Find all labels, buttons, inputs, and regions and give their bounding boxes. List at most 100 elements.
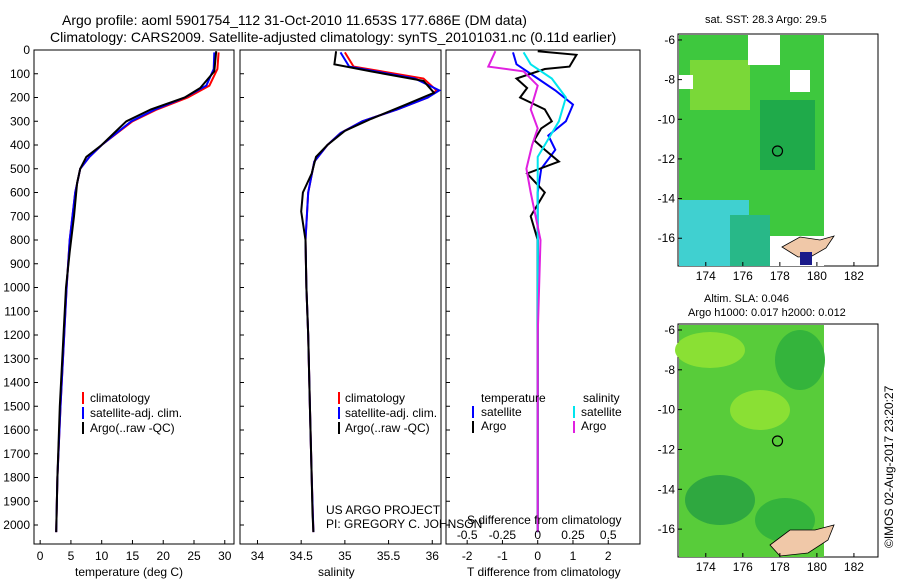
legend-argo-label: Argo(..raw -QC) — [345, 421, 430, 435]
sla-map-subtitle: Argo h1000: 0.017 h2000: 0.012 — [688, 307, 846, 319]
legend-temperature-heading: temperature — [481, 391, 546, 405]
series-line-climatology — [55, 52, 220, 533]
depth-tick-label: 0 — [23, 43, 30, 57]
depth-tick-label: 700 — [10, 209, 30, 223]
temperature-panel-frame — [33, 49, 235, 545]
pi-credit: PI: GREGORY C. JOHNSON — [326, 517, 482, 531]
temperature-legend: climatology satellite-adj. clim. Argo(..… — [82, 391, 182, 435]
map-x-tick-label: 178 — [770, 269, 790, 283]
cloud-mask — [790, 70, 810, 92]
s-tick-label: 0.5 — [600, 528, 617, 542]
map-x-tick-label: 180 — [807, 269, 827, 283]
salinity-xlabel: salinity — [318, 565, 355, 579]
depth-tick-label: 1300 — [3, 352, 30, 366]
x-tick-label: -1 — [497, 549, 508, 563]
map-y-tick-label: -8 — [664, 73, 675, 87]
depth-tick-label: 600 — [10, 186, 30, 200]
map-x-tick-label: 174 — [696, 269, 716, 283]
map-y-tick-label: -16 — [658, 231, 676, 245]
series-line-argo-raw-qc — [55, 51, 218, 533]
legend-argo-label: Argo(..raw -QC) — [90, 421, 175, 435]
x-tick-label: 0 — [37, 549, 44, 563]
map-y-tick-label: -12 — [658, 152, 676, 166]
cloud-mask — [748, 35, 780, 65]
series-line-satellite-adj-clim — [304, 51, 441, 533]
map-y-tick-label: -14 — [658, 482, 676, 496]
depth-tick-label: 1400 — [3, 376, 30, 390]
legend-sat-label: satellite-adj. clim. — [90, 406, 182, 420]
sst-cool-patch — [730, 215, 770, 266]
depth-tick-label: 100 — [10, 67, 30, 81]
depth-tick-label: 1100 — [4, 304, 30, 318]
x-tick-label: 34.5 — [289, 549, 313, 563]
project-credit: US ARGO PROJECT — [326, 503, 441, 517]
legend-t-sat-label: satellite — [481, 405, 522, 419]
x-tick-label: 35 — [338, 549, 352, 563]
x-tick-label: 1 — [570, 549, 577, 563]
sst-map-axes: 174 176 178 180 182 -6 -8 -10 -12 -14 -16 — [658, 33, 865, 283]
legend-s-argo-label: Argo — [581, 419, 607, 433]
x-tick-label: 35.5 — [377, 549, 401, 563]
map-x-tick-label: 178 — [770, 560, 790, 574]
series-line-satellite-adj-clim — [55, 52, 216, 533]
map-y-tick-label: -6 — [664, 323, 675, 337]
salinity-lines — [300, 51, 441, 533]
temperature-lines — [55, 51, 220, 533]
map-x-tick-label: 176 — [733, 560, 753, 574]
temperature-xlabel: temperature (deg C) — [75, 565, 183, 579]
header-line1: Argo profile: aoml 5901754_112 31-Oct-20… — [62, 12, 527, 28]
depth-tick-label: 1000 — [3, 281, 30, 295]
sla-map-title: Altim. SLA: 0.046 — [704, 293, 789, 305]
s-tick-label: -0.5 — [457, 528, 478, 542]
sst-dark-pixel — [800, 252, 812, 265]
x-tick-label: 15 — [126, 549, 140, 563]
x-tick-label: 0 — [534, 549, 541, 563]
series-line-argo-raw-qc — [300, 51, 436, 533]
salinity-panel-frame — [239, 49, 442, 545]
depth-tick-label: 1800 — [3, 471, 30, 485]
legend-clim-label: climatology — [90, 391, 150, 405]
map-x-tick-label: 176 — [733, 269, 753, 283]
series-line-salinity-argo — [486, 50, 542, 533]
map-x-tick-label: 180 — [807, 560, 827, 574]
s-tick-label: 0 — [534, 528, 541, 542]
map-x-tick-label: 182 — [844, 560, 864, 574]
depth-tick-label: 1700 — [3, 447, 30, 461]
depth-tick-label: 500 — [10, 162, 30, 176]
sst-map: 174 176 178 180 182 -6 -8 -10 -12 -14 -16 — [658, 33, 879, 283]
map-x-tick-label: 174 — [696, 560, 716, 574]
x-tick-label: 36 — [426, 549, 440, 563]
salinity-legend: climatology satellite-adj. clim. Argo(..… — [338, 391, 437, 435]
depth-tick-label: 900 — [10, 257, 30, 271]
float-marker — [771, 145, 784, 157]
fiji-land — [769, 524, 835, 557]
sla-map: 174 176 178 180 182 -6 -8 -10 -12 -14 -16 — [658, 323, 879, 574]
series-line-temperature-argo — [514, 50, 579, 533]
header-line2: Climatology: CARS2009. Satellite-adjuste… — [50, 29, 616, 45]
legend-t-argo-label: Argo — [481, 419, 507, 433]
float-marker — [771, 435, 784, 447]
sst-warm-patch — [690, 60, 750, 110]
series-line-temperature-satellite — [512, 52, 575, 533]
depth-tick-label: 1200 — [3, 328, 30, 342]
difference-lines — [486, 50, 579, 533]
x-tick-label: -2 — [462, 549, 473, 563]
x-tick-label: 5 — [68, 549, 75, 563]
x-tick-label: 34 — [251, 549, 265, 563]
depth-tick-label: 300 — [10, 114, 30, 128]
t-diff-xlabel: T difference from climatology — [467, 565, 621, 579]
map-y-tick-label: -8 — [664, 363, 675, 377]
map-y-tick-label: -12 — [658, 442, 676, 456]
sla-map-axes: 174 176 178 180 182 -6 -8 -10 -12 -14 -16 — [658, 323, 865, 574]
depth-tick-label: 400 — [10, 138, 30, 152]
imos-stamp: ©IMOS 02-Aug-2017 23:20:27 — [882, 385, 896, 548]
s-tick-label: 0.25 — [561, 528, 585, 542]
x-tick-label: 20 — [157, 549, 171, 563]
sla-low-patch — [775, 330, 825, 390]
map-y-tick-label: -14 — [658, 192, 676, 206]
s-diff-xlabel: S difference from climatology — [467, 513, 622, 527]
sla-high-patch — [675, 332, 745, 368]
depth-axis: 0 100 200 300 400 500 600 700 800 900 1000 1100 1200… — [3, 43, 450, 532]
series-line-salinity-satellite — [522, 51, 567, 533]
